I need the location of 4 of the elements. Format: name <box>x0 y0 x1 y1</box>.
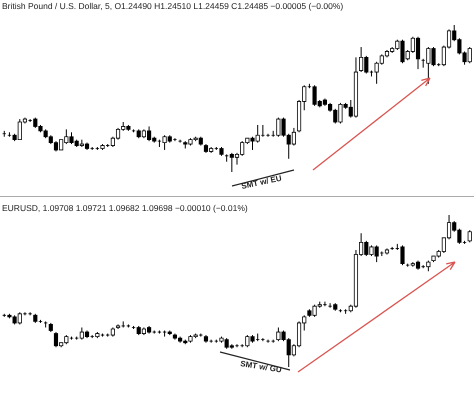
chart-title: British Pound / U.S. Dollar, 5, O1.24490 H1.24510 L1.24459 C1.24485 −0.00005 (−0.00%) <box>2 1 344 11</box>
text: SMT w/ EU <box>240 174 283 191</box>
candlestick <box>48 322 53 333</box>
chart-title: EURUSD, 1.09708 1.09721 1.09682 1.09698 −0.00010 (−0.01%) <box>2 203 248 213</box>
